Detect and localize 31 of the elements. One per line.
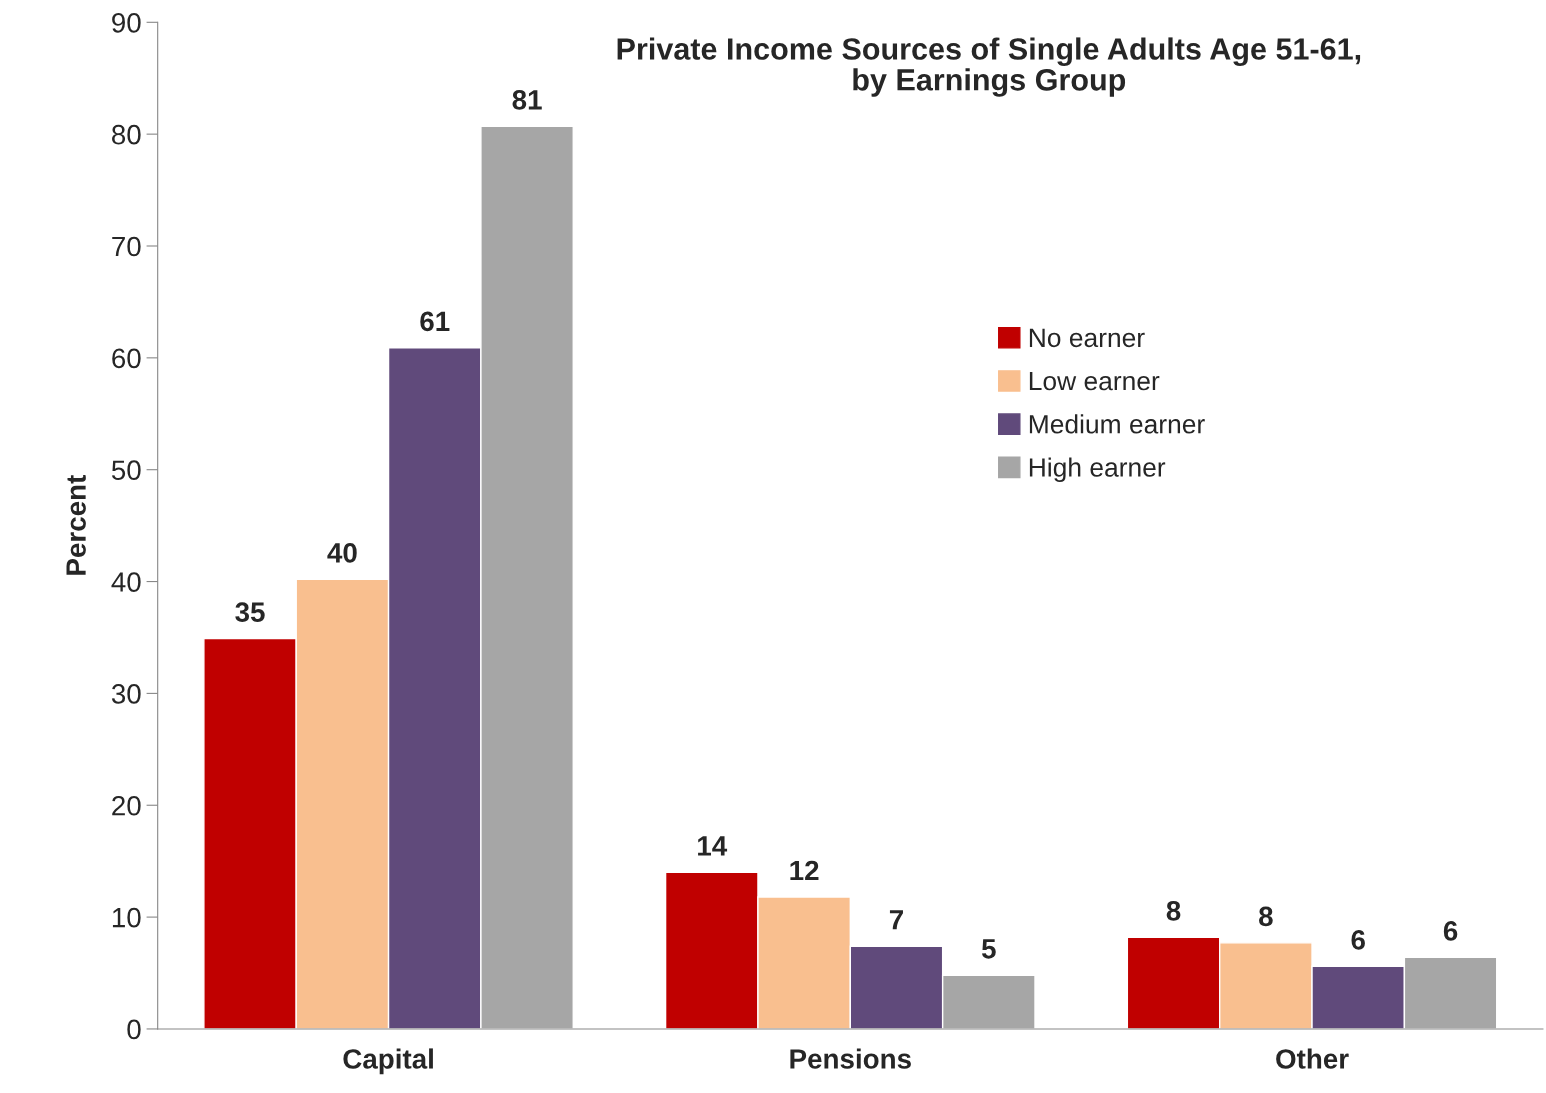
y-tick-label: 80 — [112, 124, 141, 145]
y-tick-label: 90 — [112, 12, 141, 33]
x-tick-label: Capital — [343, 1048, 433, 1075]
data-label: 6 — [1443, 921, 1458, 941]
data-label: 40 — [327, 543, 357, 563]
data-label: 35 — [235, 602, 265, 623]
data-label: 8 — [1259, 906, 1273, 927]
y-tick-label: 70 — [112, 236, 141, 257]
data-label: 81 — [512, 90, 542, 110]
data-label: 6 — [1351, 930, 1365, 950]
y-tick-label: 40 — [111, 572, 141, 592]
data-label: 14 — [698, 836, 728, 856]
x-tick-label: Pensions — [790, 1048, 911, 1069]
text: Private Income Sources of Single Adults Age 51-61, by Earnings Group — [617, 37, 1361, 97]
data-label: 12 — [790, 860, 819, 881]
data-label: 61 — [420, 311, 450, 332]
y-tick-label: 20 — [112, 795, 141, 816]
legend-label: High earner — [1029, 457, 1166, 483]
y-axis-title: Percent — [66, 475, 86, 575]
data-label: 7 — [889, 910, 903, 930]
x-tick-label: Other — [1276, 1048, 1349, 1069]
y-tick-label: 60 — [112, 348, 141, 369]
y-tick-label: 50 — [111, 460, 141, 481]
legend-label: No earner — [1029, 328, 1145, 348]
y-tick-label: 0 — [127, 1019, 141, 1040]
legend-label: Low earner — [1029, 371, 1160, 391]
legend-label: Medium earner — [1029, 414, 1205, 434]
y-tick-label: 30 — [111, 684, 141, 704]
data-label: 8 — [1166, 900, 1181, 921]
data-label: 5 — [981, 939, 996, 959]
y-tick-label: 10 — [112, 907, 141, 928]
